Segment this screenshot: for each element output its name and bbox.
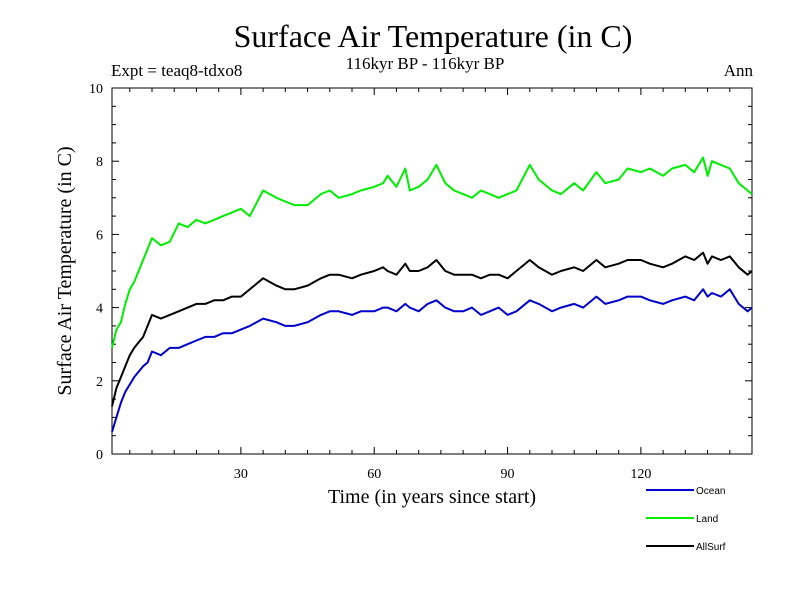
series-line-land — [111, 156, 753, 349]
legend: Ocean Land AllSurf — [646, 486, 726, 553]
y-tick-label: 8 — [96, 155, 103, 170]
y-axis-title: Surface Air Temperature (in C) — [54, 146, 76, 395]
x-axis-title: Time (in years since start) — [328, 486, 536, 508]
chart-subtitle: 116kyr BP - 116kyr BP — [345, 54, 505, 73]
series-line-ocean — [111, 288, 753, 433]
chart-title: Surface Air Temperature (in C) — [233, 18, 633, 54]
y-tick-label: 4 — [96, 302, 103, 317]
legend-label-allsurf: AllSurf — [696, 542, 726, 553]
plot-frame — [111, 87, 753, 455]
legend-label-ocean: Ocean — [696, 486, 725, 497]
y-tick-label: 0 — [96, 448, 103, 463]
y-tick-label: 10 — [89, 82, 103, 97]
legend-label-land: Land — [696, 514, 718, 525]
x-tick-label: 60 — [367, 467, 381, 482]
series-line-allsurf — [111, 251, 753, 407]
season-label: Ann — [723, 61, 753, 80]
x-tick-label: 90 — [501, 467, 515, 482]
y-tick-label: 6 — [96, 228, 103, 243]
experiment-label: Expt = teaq8-tdxo8 — [111, 61, 243, 80]
y-tick-label: 2 — [96, 375, 103, 390]
x-tick-label: 30 — [234, 467, 248, 482]
plot-area: 0 2 4 6 8 10 30 60 90 120 — [89, 82, 753, 482]
x-tick-label: 120 — [630, 467, 651, 482]
